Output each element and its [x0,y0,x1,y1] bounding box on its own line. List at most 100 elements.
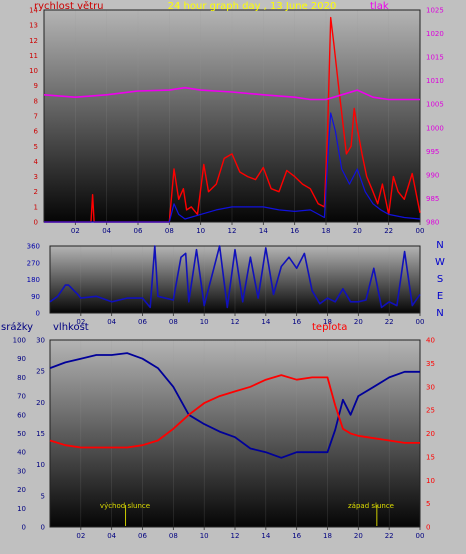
pressure-y-tick-label: 995 [426,148,439,156]
climate-x-tick-label: 10 [200,532,209,540]
precip-y-tick-label: 30 [36,337,45,345]
temperature-y-tick-label: 30 [426,383,435,391]
direction-y-tick-label: 0 [36,310,40,318]
climate-x-tick-label: 08 [169,532,178,540]
humidity-y-tick-label: 50 [17,430,26,438]
wind-y-tick-label: 2 [34,188,38,196]
sunrise-label: východ slunce [100,502,150,510]
wind-gust-series-line [44,112,421,223]
direction-x-tick-label: 22 [385,318,394,326]
climate-x-tick-label: 16 [292,532,301,540]
wind-y-tick-label: 6 [34,128,39,136]
wind-x-tick-label: 22 [384,227,393,235]
pressure-y-tick-label: 1010 [426,77,444,85]
pressure-y-tick-label: 980 [426,219,439,227]
climate-x-tick-label: 06 [138,532,147,540]
wind-x-tick-label: 16 [290,227,299,235]
wind-x-tick-label: 18 [322,227,331,235]
pressure-y-tick-label: 1020 [426,30,444,38]
humidity-y-tick-label: 10 [17,505,26,513]
compass-label: W [435,257,445,268]
temperature-series-line [49,374,420,449]
direction-x-tick-label: 20 [354,318,363,326]
humidity-y-tick-label: 20 [17,486,26,494]
humidity-y-tick-label: 60 [17,411,26,419]
climate-x-tick-label: 20 [354,532,363,540]
wind-x-tick-label: 10 [196,227,205,235]
direction-y-tick-label: 180 [27,276,40,284]
climate-x-tick-label: 00 [416,532,425,540]
wind-y-tick-label: 9 [34,82,38,90]
precip-y-tick-label: 5 [41,492,45,500]
compass-label: N [436,308,443,319]
climate-x-tick-label: 22 [385,532,394,540]
wind-x-tick-label: 14 [259,227,268,235]
pressure-y-tick-label: 985 [426,195,439,203]
climate-x-tick-label: 14 [261,532,270,540]
sunset-label: západ slunce [348,502,394,510]
temperature-y-tick-label: 25 [426,407,435,415]
wind-y-tick-label: 12 [29,37,38,45]
direction-x-tick-label: 16 [292,318,301,326]
climate-x-tick-label: 18 [323,532,332,540]
wind-y-tick-label: 0 [34,219,38,227]
wind-y-tick-label: 1 [34,203,38,211]
wind-y-tick-label: 3 [34,173,38,181]
pressure-axis-title: tlak [370,1,389,12]
direction-x-tick-label: 14 [261,318,270,326]
wind-y-tick-label: 5 [34,143,38,151]
chart-title: 24 hour graph day , 13 June 2020 [168,1,337,12]
temperature-axis-title: teplota [312,322,347,333]
pressure-y-tick-label: 1005 [426,101,444,109]
humidity-y-tick-label: 70 [17,393,26,401]
precip-y-tick-label: 10 [36,461,45,469]
temperature-y-tick-label: 5 [426,500,430,508]
direction-y-tick-label: 360 [27,243,40,251]
compass-label: S [437,274,443,285]
direction-x-tick-label: 18 [323,318,332,326]
wind-y-tick-label: 13 [29,22,38,30]
pressure-y-tick-label: 1025 [426,7,444,15]
temperature-y-tick-label: 40 [426,337,435,345]
direction-x-tick-label: 00 [416,318,425,326]
temperature-y-tick-label: 10 [426,477,435,485]
humidity-y-tick-label: 90 [17,355,26,363]
compass-label: N [436,240,443,251]
wind-y-tick-label: 7 [34,113,38,121]
humidity-y-tick-label: 80 [17,374,26,382]
wind-x-tick-label: 08 [165,227,174,235]
temperature-y-tick-label: 15 [426,453,435,461]
humidity-y-tick-label: 100 [13,337,26,345]
pressure-y-tick-label: 990 [426,171,439,179]
wind-x-tick-label: 20 [353,227,362,235]
wind-direction-series-line [49,245,421,309]
wind-x-tick-label: 12 [228,227,237,235]
wind-x-tick-label: 06 [134,227,143,235]
climate-x-tick-label: 12 [231,532,240,540]
pressure-y-tick-label: 1015 [426,54,444,62]
wind-x-tick-label: 02 [71,227,80,235]
wind-x-tick-label: 04 [102,227,111,235]
direction-x-tick-label: 02 [76,318,85,326]
pressure-y-tick-label: 1000 [426,124,444,132]
precip-y-tick-label: 0 [41,524,45,532]
temperature-y-tick-label: 0 [426,524,430,532]
direction-y-tick-label: 90 [31,293,40,301]
direction-x-tick-label: 04 [107,318,116,326]
direction-x-tick-label: 06 [138,318,147,326]
precip-y-tick-label: 15 [36,430,45,438]
wind-y-tick-label: 8 [34,97,38,105]
direction-x-tick-label: 12 [231,318,240,326]
direction-x-tick-label: 10 [200,318,209,326]
wind-x-tick-label: 00 [416,227,425,235]
direction-y-tick-label: 270 [27,259,40,267]
climate-x-tick-label: 02 [76,532,85,540]
wind-y-tick-label: 4 [34,158,39,166]
temperature-y-tick-label: 20 [426,430,435,438]
direction-x-tick-label: 08 [169,318,178,326]
humidity-axis-title: vlhkost [53,322,89,333]
compass-label: E [437,291,443,302]
wind-speed-series-line [44,16,421,223]
wind-y-tick-label: 11 [29,52,38,60]
